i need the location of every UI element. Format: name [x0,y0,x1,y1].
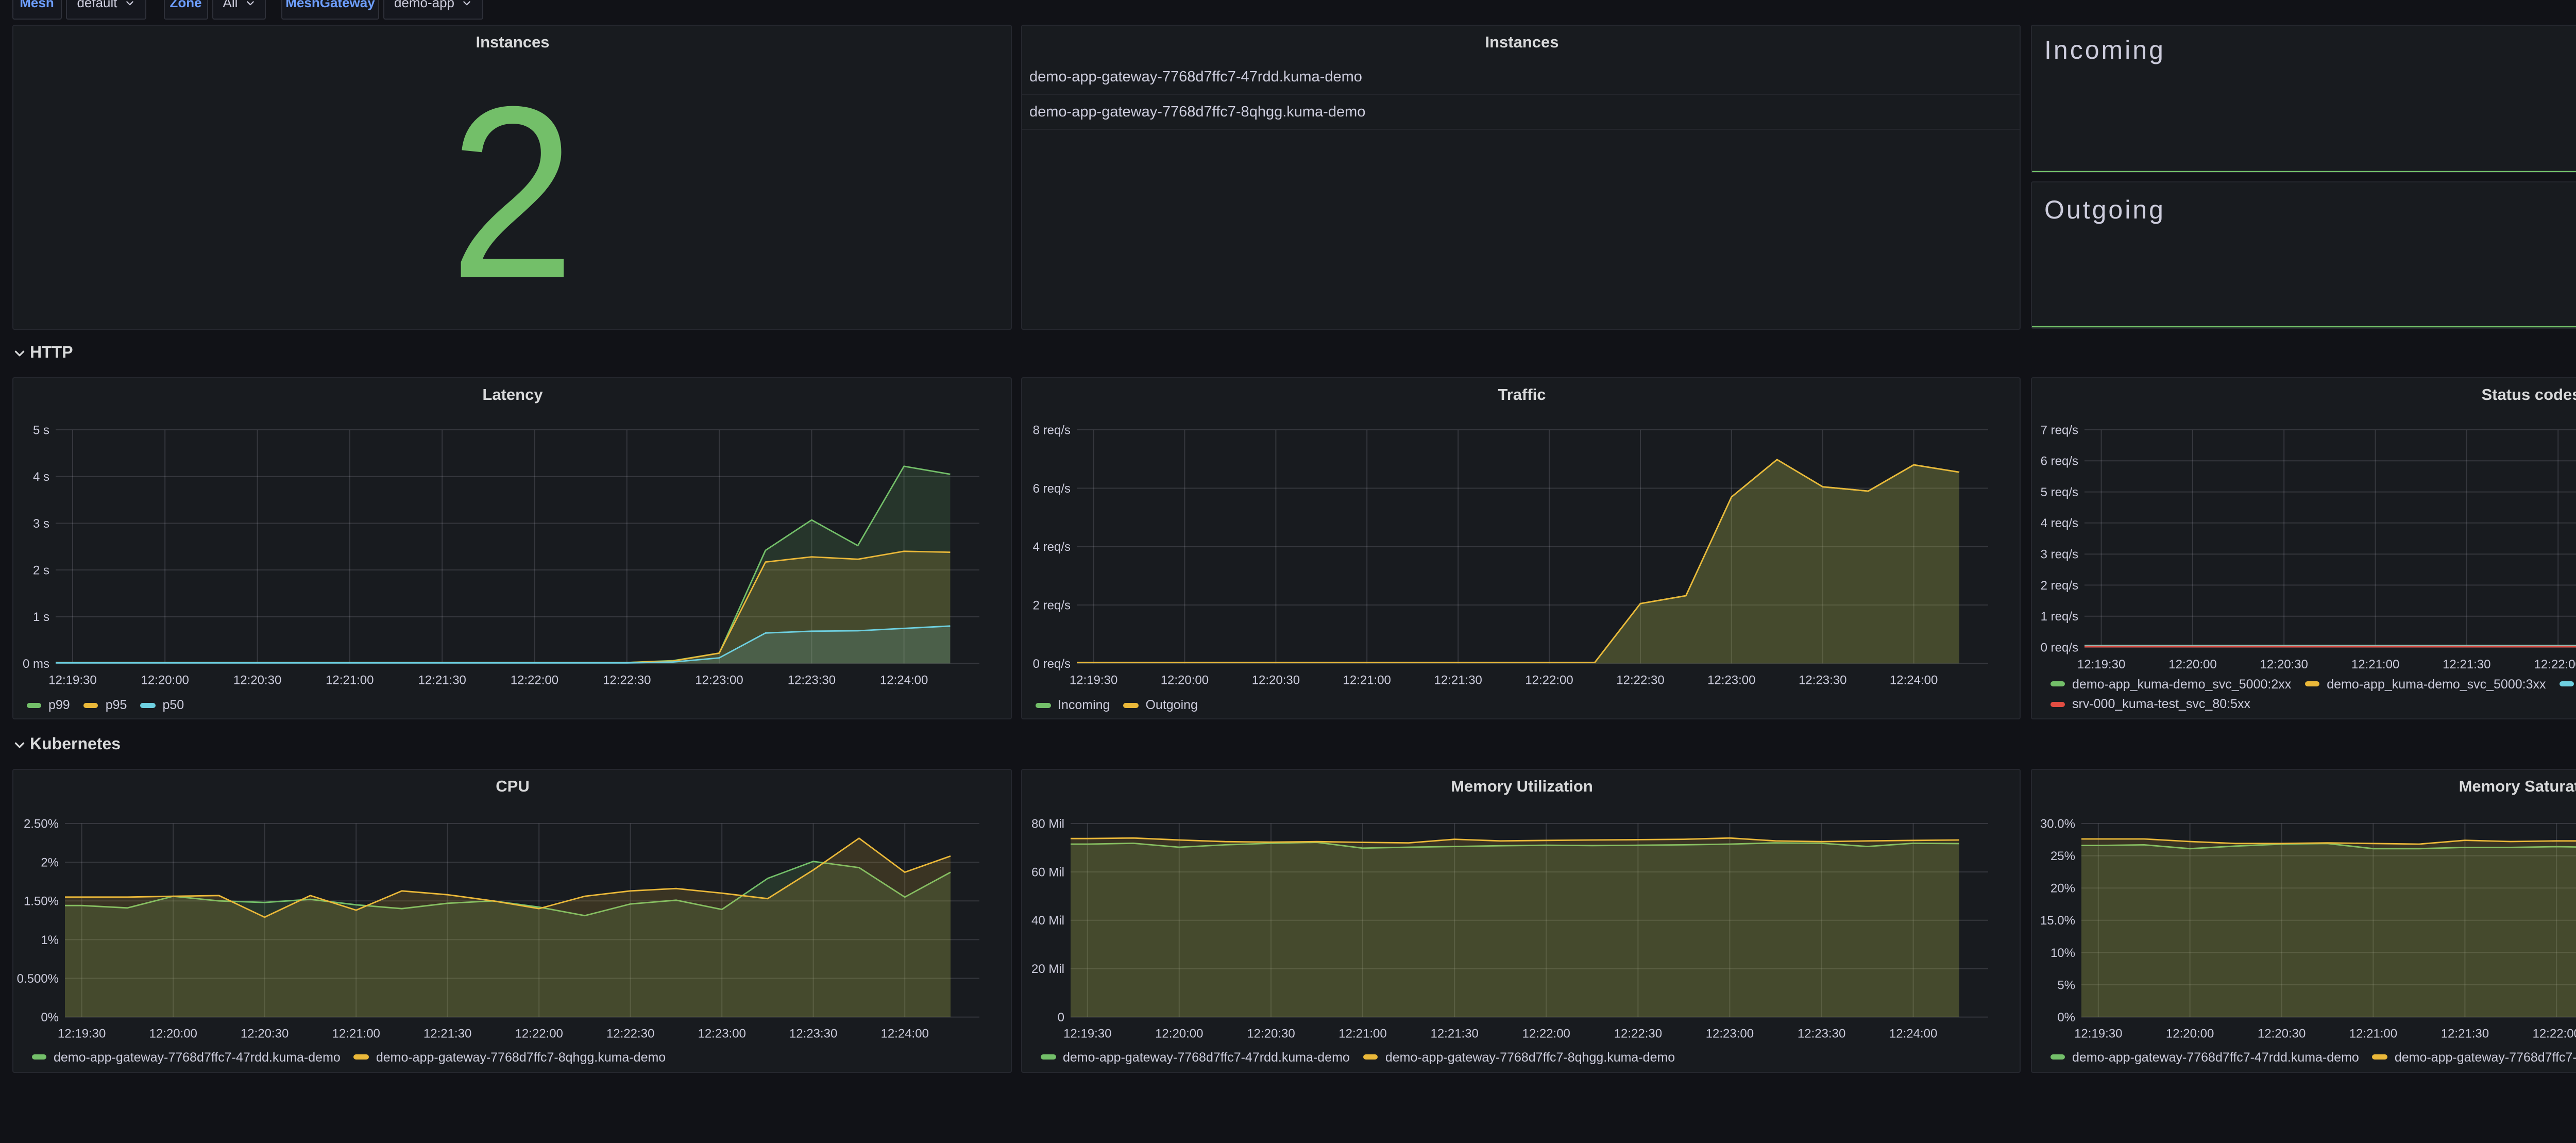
svg-text:15.0%: 15.0% [2040,913,2075,927]
svg-text:12:19:30: 12:19:30 [1063,1027,1111,1040]
svg-text:12:21:30: 12:21:30 [423,1027,471,1040]
svg-text:12:22:00: 12:22:00 [2533,657,2576,671]
svg-text:12:19:30: 12:19:30 [2074,1027,2122,1040]
svg-text:12:21:30: 12:21:30 [417,673,465,687]
svg-text:1%: 1% [40,933,58,947]
svg-text:40 Mil: 40 Mil [1031,913,1064,927]
svg-text:60 Mil: 60 Mil [1031,865,1064,879]
svg-text:0%: 0% [40,1010,58,1024]
svg-text:12:20:30: 12:20:30 [2259,657,2307,671]
svg-text:5 s: 5 s [32,423,49,436]
svg-text:12:20:00: 12:20:00 [2165,1027,2213,1040]
svg-text:12:20:00: 12:20:00 [148,1027,196,1040]
svg-text:12:21:00: 12:21:00 [1338,1027,1386,1040]
svg-text:12:22:00: 12:22:00 [514,1027,562,1040]
svg-text:12:19:30: 12:19:30 [2077,657,2125,671]
svg-text:12:19:30: 12:19:30 [57,1027,105,1040]
svg-text:4 s: 4 s [32,469,49,483]
svg-text:3 s: 3 s [32,516,49,530]
svg-text:12:24:00: 12:24:00 [880,1027,928,1040]
svg-text:12:21:00: 12:21:00 [2349,1027,2397,1040]
svg-text:12:22:00: 12:22:00 [2532,1027,2576,1040]
svg-text:12:21:00: 12:21:00 [325,673,373,687]
svg-text:6 req/s: 6 req/s [2040,454,2078,468]
svg-text:12:23:30: 12:23:30 [1798,1027,1845,1040]
svg-text:0.500%: 0.500% [16,971,58,985]
svg-text:20 Mil: 20 Mil [1031,962,1064,976]
svg-text:12:20:00: 12:20:00 [140,673,188,687]
svg-text:12:21:30: 12:21:30 [1434,673,1482,687]
svg-text:12:20:30: 12:20:30 [2257,1027,2305,1040]
svg-text:12:23:00: 12:23:00 [697,1027,745,1040]
svg-text:20%: 20% [2050,881,2075,895]
svg-text:2%: 2% [40,855,58,869]
svg-text:12:20:30: 12:20:30 [240,1027,288,1040]
svg-text:12:23:00: 12:23:00 [1706,1027,1754,1040]
svg-text:6 req/s: 6 req/s [1033,481,1071,495]
svg-text:2 s: 2 s [32,563,49,577]
svg-text:12:21:30: 12:21:30 [2441,1027,2488,1040]
svg-text:12:23:00: 12:23:00 [694,673,742,687]
svg-text:7 req/s: 7 req/s [2040,423,2078,436]
svg-text:12:21:00: 12:21:00 [1343,673,1391,687]
svg-text:12:24:00: 12:24:00 [1890,673,1938,687]
svg-text:12:23:30: 12:23:30 [1799,673,1846,687]
svg-text:8 req/s: 8 req/s [1033,423,1071,436]
svg-text:12:22:30: 12:22:30 [1614,1027,1662,1040]
svg-text:12:24:00: 12:24:00 [879,673,927,687]
svg-text:0%: 0% [2057,1010,2075,1024]
svg-text:1 s: 1 s [32,610,49,624]
svg-text:12:21:00: 12:21:00 [331,1027,379,1040]
svg-text:12:21:30: 12:21:30 [2442,657,2490,671]
svg-text:12:22:00: 12:22:00 [1525,673,1573,687]
svg-text:12:22:30: 12:22:30 [602,673,650,687]
svg-text:5%: 5% [2057,978,2075,991]
svg-text:12:20:30: 12:20:30 [233,673,281,687]
svg-text:12:23:30: 12:23:30 [787,673,835,687]
svg-text:12:23:30: 12:23:30 [789,1027,837,1040]
svg-text:4 req/s: 4 req/s [1033,540,1071,553]
svg-text:1.50%: 1.50% [23,894,58,908]
svg-text:30.0%: 30.0% [2040,816,2075,830]
svg-text:4 req/s: 4 req/s [2040,516,2078,530]
svg-text:12:24:00: 12:24:00 [1889,1027,1937,1040]
svg-text:10%: 10% [2050,946,2075,960]
svg-text:12:23:00: 12:23:00 [1707,673,1755,687]
svg-text:2 req/s: 2 req/s [1033,598,1071,612]
svg-text:0 req/s: 0 req/s [2040,640,2078,654]
svg-text:1 req/s: 1 req/s [2040,609,2078,623]
svg-text:12:19:30: 12:19:30 [48,673,96,687]
svg-text:2.50%: 2.50% [23,816,58,830]
svg-text:3 req/s: 3 req/s [2040,547,2078,561]
svg-text:12:20:30: 12:20:30 [1252,673,1300,687]
svg-text:12:21:30: 12:21:30 [1430,1027,1478,1040]
svg-text:12:21:00: 12:21:00 [2351,657,2399,671]
svg-text:12:22:00: 12:22:00 [510,673,558,687]
svg-text:0: 0 [1058,1010,1064,1024]
svg-text:80 Mil: 80 Mil [1031,816,1064,830]
svg-text:12:22:30: 12:22:30 [1616,673,1664,687]
svg-text:5 req/s: 5 req/s [2040,485,2078,499]
svg-text:0 ms: 0 ms [22,657,49,670]
svg-text:12:20:00: 12:20:00 [1161,673,1209,687]
svg-text:12:22:00: 12:22:00 [1522,1027,1570,1040]
svg-text:12:20:30: 12:20:30 [1247,1027,1295,1040]
svg-text:2 req/s: 2 req/s [2040,578,2078,592]
svg-text:12:22:30: 12:22:30 [606,1027,654,1040]
svg-text:12:20:00: 12:20:00 [2168,657,2216,671]
svg-text:0 req/s: 0 req/s [1033,657,1071,670]
svg-text:12:19:30: 12:19:30 [1070,673,1117,687]
svg-text:12:20:00: 12:20:00 [1155,1027,1203,1040]
svg-text:25%: 25% [2050,849,2075,863]
